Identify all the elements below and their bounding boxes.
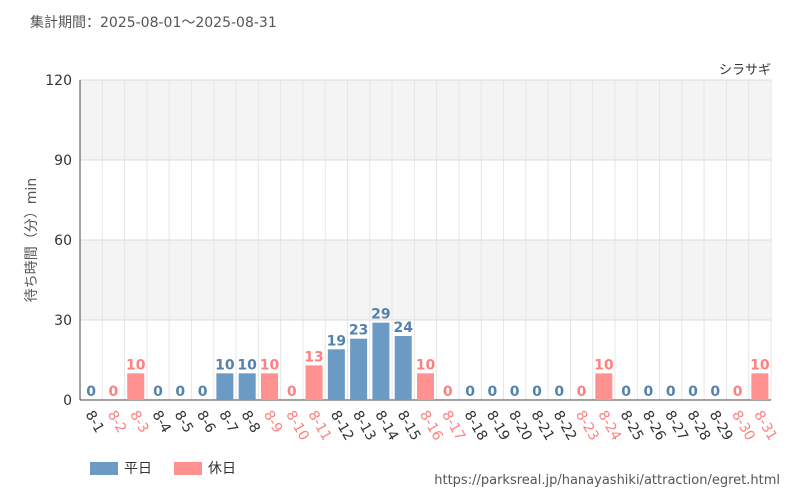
bar-value-label: 10 (237, 357, 257, 373)
bar-value-label: 0 (109, 384, 119, 400)
x-tick-label: 8-2 (104, 408, 129, 436)
bar-value-label: 0 (86, 384, 96, 400)
bar (216, 373, 234, 400)
bar-value-label: 0 (153, 384, 163, 400)
x-tick-label: 8-31 (750, 408, 780, 444)
bar-value-label: 10 (215, 357, 235, 373)
grid-band (80, 240, 771, 320)
x-tick-label: 8-4 (149, 408, 174, 436)
y-tick-label: 0 (63, 393, 72, 409)
legend-weekday-label: 平日 (124, 461, 152, 477)
bar-value-label: 0 (487, 384, 497, 400)
collection-period: 集計期間：2025-08-01～2025-08-31 (30, 15, 277, 31)
bar (394, 336, 412, 400)
bar (238, 373, 256, 400)
y-tick-label: 120 (45, 73, 72, 89)
legend-holiday[interactable]: 休日 (174, 458, 236, 478)
y-axis-label: 待ち時間（分）min (24, 178, 40, 302)
source-url: https://parksreal.jp/hanayashiki/attract… (434, 473, 780, 488)
x-tick-label: 8-6 (193, 408, 218, 436)
bar-value-label: 10 (594, 357, 614, 373)
bar-value-label: 0 (198, 384, 208, 400)
x-tick-label: 8-9 (260, 408, 285, 436)
bar-value-label: 0 (175, 384, 185, 400)
legend-weekday[interactable]: 平日 (90, 458, 152, 478)
bar-value-label: 19 (327, 333, 346, 349)
bar-value-label: 0 (554, 384, 564, 400)
legend-weekday-swatch (90, 461, 118, 475)
bar-value-label: 0 (287, 384, 297, 400)
bar-value-label: 0 (577, 384, 587, 400)
bar (372, 322, 390, 400)
x-tick-label: 8-3 (126, 408, 151, 436)
bar-value-label: 13 (304, 349, 323, 365)
chart-title: シラサギ (719, 63, 771, 78)
x-tick-label: 8-1 (82, 408, 107, 436)
bar-value-label: 10 (416, 357, 436, 373)
grid-band (80, 80, 771, 160)
y-tick-label: 90 (54, 153, 72, 169)
x-tick-label: 8-7 (215, 408, 240, 436)
bar-value-label: 29 (371, 307, 390, 323)
bar (305, 365, 323, 400)
bar-value-label: 0 (443, 384, 453, 400)
legend-holiday-label: 休日 (208, 461, 236, 477)
bar-value-label: 0 (532, 384, 542, 400)
legend-holiday-swatch (174, 461, 202, 475)
bar (751, 373, 769, 400)
bar-value-label: 10 (126, 357, 146, 373)
bar-value-label: 0 (688, 384, 698, 400)
bar-value-label: 0 (644, 384, 654, 400)
bar (350, 338, 368, 400)
bar-value-label: 10 (750, 357, 770, 373)
bar-value-label: 0 (510, 384, 520, 400)
x-tick-label: 8-5 (171, 408, 196, 436)
bar-value-label: 0 (465, 384, 475, 400)
bar (327, 349, 345, 400)
bar-value-label: 0 (621, 384, 631, 400)
bar (595, 373, 613, 400)
bar-value-label: 23 (349, 323, 368, 339)
bar (127, 373, 145, 400)
bar-value-label: 0 (710, 384, 720, 400)
x-tick-label: 8-8 (238, 408, 263, 436)
bar-value-label: 24 (393, 320, 413, 336)
legend: 平日 休日 (90, 458, 236, 478)
bar-value-label: 0 (733, 384, 743, 400)
y-tick-label: 30 (54, 313, 72, 329)
bar (417, 373, 434, 400)
bar-value-label: 0 (666, 384, 676, 400)
bar-value-label: 10 (260, 357, 280, 373)
bar (260, 373, 278, 400)
y-tick-label: 60 (54, 233, 72, 249)
